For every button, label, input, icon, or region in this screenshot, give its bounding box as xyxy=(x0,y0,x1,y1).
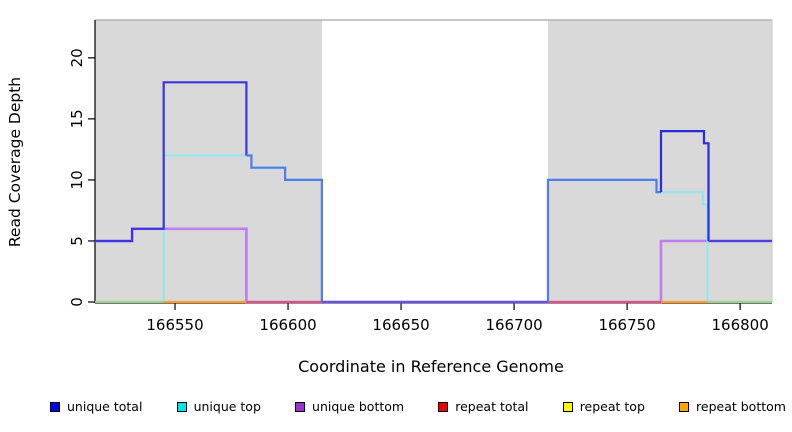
series-unique-total xyxy=(246,154,323,302)
legend-swatch-icon xyxy=(295,401,306,412)
x-tick-label: 166750 xyxy=(598,316,655,334)
legend-item-repeat-total: repeat total xyxy=(438,399,529,414)
y-tick-label: 5 xyxy=(68,236,86,246)
legend-swatch-icon xyxy=(562,401,573,412)
legend-swatch-icon xyxy=(438,401,449,412)
legend-item-repeat-bottom: repeat bottom xyxy=(679,399,786,414)
legend-item-unique-total: unique total xyxy=(50,399,142,414)
legend-item-unique-top: unique top xyxy=(176,399,261,414)
y-tick-label: 10 xyxy=(68,170,86,189)
legend-label: unique top xyxy=(193,399,261,414)
legend-item-repeat-top: repeat top xyxy=(562,399,645,414)
legend-label: unique total xyxy=(67,399,143,414)
coverage-chart: 166550 166600 166650 166700 166750 166800 0 5 10… xyxy=(68,19,773,334)
legend-label: repeat total xyxy=(455,399,529,414)
legend-swatch-icon xyxy=(679,401,690,412)
shaded-region xyxy=(95,20,322,302)
legend-label: repeat top xyxy=(579,399,645,414)
series-unique-total xyxy=(659,130,710,241)
x-tick-label: 166700 xyxy=(485,316,542,334)
legend-swatch-icon xyxy=(50,401,60,412)
y-tick-label: 20 xyxy=(68,48,86,67)
y-axis-label: Read Coverage Depth xyxy=(6,76,24,248)
x-tick-label: 166800 xyxy=(711,316,768,334)
series-unique-total xyxy=(95,81,248,243)
x-axis-label: Coordinate in Reference Genome xyxy=(298,357,564,376)
legend: unique total unique top unique bottom repea… xyxy=(50,399,786,414)
x-tick-label: 166550 xyxy=(146,316,203,334)
legend-label: repeat bottom xyxy=(696,399,786,414)
y-tick-label: 15 xyxy=(68,109,86,128)
x-tick-label: 166650 xyxy=(372,316,429,334)
legend-item-unique-bottom: unique bottom xyxy=(295,399,404,414)
x-tick-label: 166600 xyxy=(259,316,316,334)
legend-label: unique bottom xyxy=(312,399,405,414)
legend-swatch-icon xyxy=(176,401,187,412)
series-unique-total xyxy=(546,178,661,302)
y-tick-label: 0 xyxy=(68,297,86,307)
